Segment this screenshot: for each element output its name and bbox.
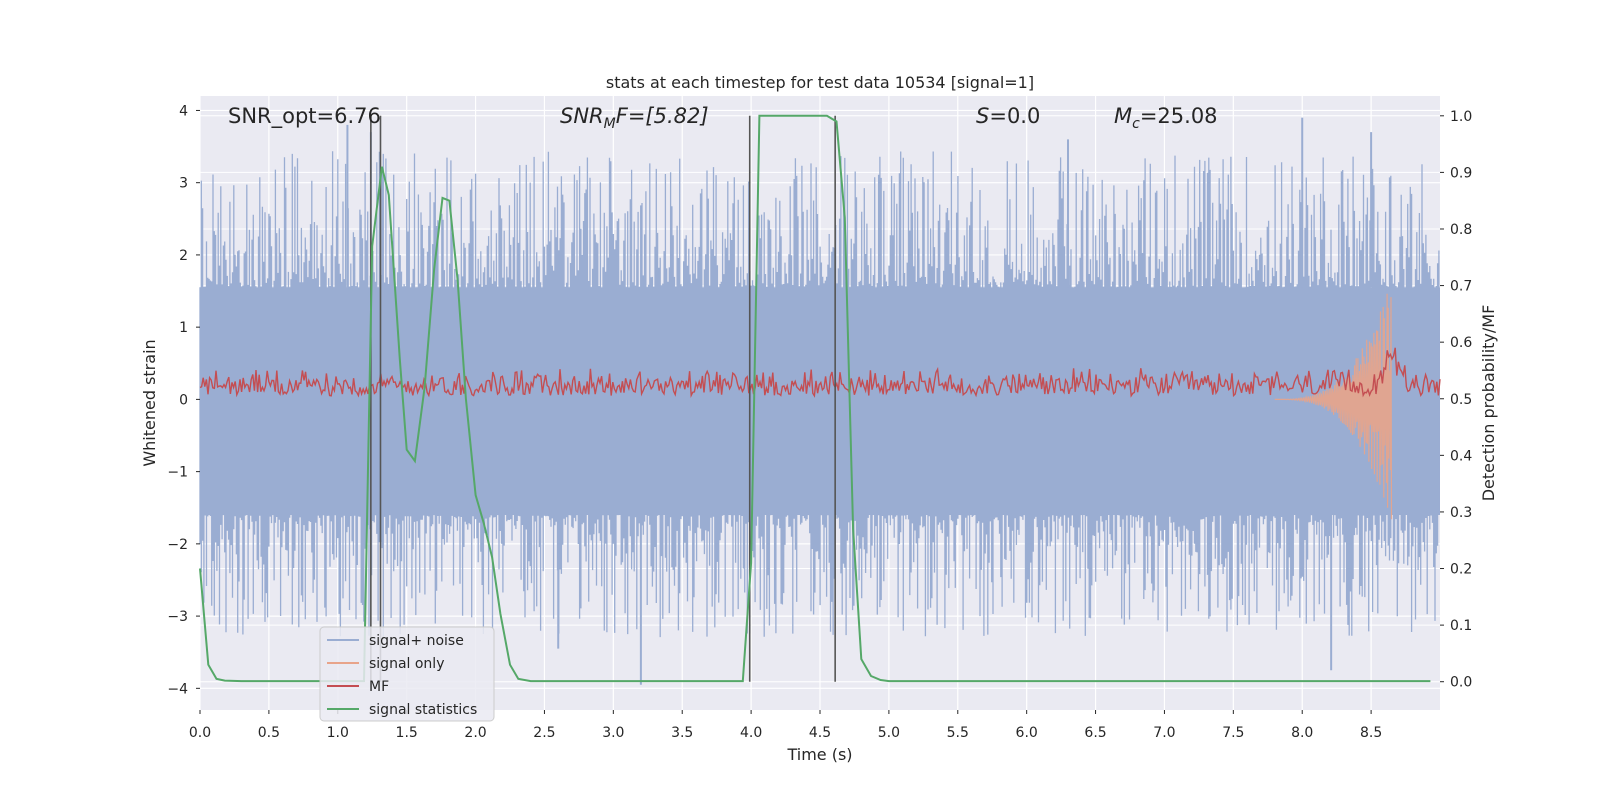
x-axis-label: Time (s) [786, 745, 852, 764]
x-tick-label: 4.5 [809, 725, 831, 741]
y-tick-label: 4 [179, 103, 188, 119]
x-tick-label: 7.5 [1222, 725, 1244, 741]
annotation-s: S=0.0 [976, 104, 1040, 128]
legend-label-signal-statistics: signal statistics [369, 702, 477, 718]
y-tick-label: 2 [179, 248, 188, 264]
y2-tick-label: 0.6 [1450, 335, 1472, 351]
y2-tick-label: 0.9 [1450, 165, 1472, 181]
annotation-snr-opt: SNR_opt=6.76 [228, 104, 381, 129]
x-tick-label: 1.5 [396, 725, 418, 741]
annotation-snr-mf-rest: F=[5.82] [616, 104, 709, 128]
annotation-mc-sub: c [1132, 116, 1140, 132]
y-tick-label: −3 [167, 609, 188, 625]
annotation-mc-rest: =25.08 [1140, 104, 1218, 128]
series-signal-statistics [199, 114, 1431, 683]
annotation-snr-mf-base: SNR [560, 104, 604, 128]
y2-tick-label: 0.8 [1450, 222, 1472, 238]
signal-statistics-trace [199, 114, 1431, 683]
legend-label-noise: signal+ noise [369, 633, 464, 649]
series-mf [199, 347, 1441, 399]
signal-only-trace [1274, 293, 1393, 520]
y-tick-label: 1 [179, 320, 188, 336]
x-tick-label: 5.0 [878, 725, 900, 741]
y2-tick-label: 0.4 [1450, 448, 1472, 464]
x-tick-label: 2.5 [533, 725, 555, 741]
y2-tick-label: 0.7 [1450, 279, 1472, 295]
y2-axis-ticks: 0.0 0.1 0.2 0.3 0.4 0.5 0.6 0.7 0.8 0.9 1.0 [1440, 109, 1472, 691]
x-tick-label: 0.5 [258, 725, 280, 741]
y-tick-label: −1 [167, 465, 188, 481]
y2-tick-label: 0.5 [1450, 392, 1472, 408]
x-tick-label: 3.5 [671, 725, 693, 741]
x-tick-label: 6.5 [1084, 725, 1106, 741]
x-tick-label: 4.0 [740, 725, 762, 741]
y-tick-label: 3 [179, 176, 188, 192]
x-tick-label: 6.0 [1016, 725, 1038, 741]
x-tick-label: 0.0 [189, 725, 211, 741]
y-tick-label: −4 [167, 681, 188, 697]
mf-trace [199, 347, 1441, 399]
legend: signal+ noise signal only MF signal stat… [319, 626, 495, 722]
annotation-s-rest: =0.0 [989, 104, 1040, 128]
y2-tick-label: 0.3 [1450, 505, 1472, 521]
x-tick-label: 8.5 [1360, 725, 1382, 741]
annotation-mc-base: M [1114, 104, 1132, 128]
y-axis-ticks: −4 −3 −2 −1 0 1 2 3 4 [167, 103, 200, 697]
x-tick-label: 1.0 [327, 725, 349, 741]
annotation-snr-mf-sub: M [604, 116, 616, 132]
x-axis-ticks: 0.0 0.5 1.0 1.5 2.0 2.5 3.0 3.5 4.0 4.5 5.0 5.5 6.0 6… [189, 710, 1382, 741]
annotation-s-italic: S [976, 104, 989, 128]
legend-label-signal-only: signal only [369, 656, 444, 672]
annotation-mc: Mc=25.08 [1114, 104, 1218, 132]
y2-tick-label: 0.0 [1450, 675, 1472, 691]
legend-label-mf: MF [369, 679, 389, 695]
y-axis-label: Whitened strain [140, 339, 159, 466]
x-tick-label: 2.0 [464, 725, 486, 741]
chart-title: stats at each timestep for test data 105… [606, 73, 1034, 92]
series-signal-only [1274, 293, 1393, 520]
y-tick-label: −2 [167, 537, 188, 553]
series-signal-plus-noise [199, 117, 1440, 685]
y2-tick-label: 1.0 [1450, 109, 1472, 125]
x-tick-label: 8.0 [1291, 725, 1313, 741]
x-tick-label: 3.0 [602, 725, 624, 741]
x-tick-label: 7.0 [1153, 725, 1175, 741]
x-tick-label: 5.5 [947, 725, 969, 741]
y-tick-label: 0 [179, 392, 188, 408]
y2-tick-label: 0.2 [1450, 562, 1472, 578]
y2-axis-label: Detection probability/MF [1479, 305, 1498, 502]
legend-frame [319, 626, 495, 722]
y2-tick-label: 0.1 [1450, 618, 1472, 634]
annotation-snr-mf: SNRMF=[5.82] [560, 104, 709, 132]
